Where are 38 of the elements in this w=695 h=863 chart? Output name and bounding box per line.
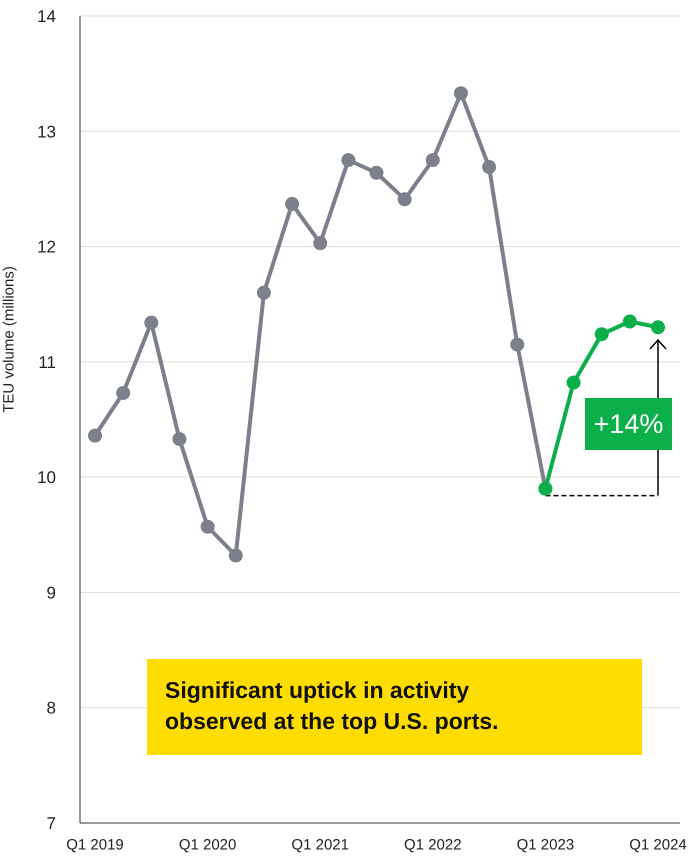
point xyxy=(88,428,102,443)
annotation: Significant uptick in activity observed at the top U.S. ports. xyxy=(165,676,500,736)
point xyxy=(594,327,609,342)
point xyxy=(144,316,158,330)
y-tick-label: 11 xyxy=(38,352,56,372)
x-tick-label: Q1 2024 xyxy=(629,836,687,854)
point xyxy=(116,386,130,400)
point xyxy=(256,286,271,300)
point xyxy=(370,166,384,180)
point xyxy=(622,314,637,329)
y-tick-label: 7 xyxy=(46,814,56,834)
y-axis-title: TEU volume (millions) xyxy=(0,266,18,413)
point xyxy=(228,548,243,563)
point xyxy=(200,520,215,534)
point xyxy=(566,376,581,390)
y-tick-label: 8 xyxy=(46,698,56,718)
x-tick-label: Q1 2021 xyxy=(291,836,349,854)
point xyxy=(510,338,524,352)
point xyxy=(313,236,328,250)
y-tick-label: 9 xyxy=(46,583,56,602)
x-tick-label: Q1 2019 xyxy=(66,836,124,854)
y-tick-label: 10 xyxy=(37,468,56,488)
point xyxy=(651,320,665,334)
x-tick-label: Q1 2023 xyxy=(516,836,574,854)
point xyxy=(398,192,412,206)
point xyxy=(341,153,356,168)
y-tick-label: 13 xyxy=(37,122,56,142)
y-tick-label: 12 xyxy=(37,238,56,257)
label-box: +14% xyxy=(585,398,672,450)
callout-box: Significant uptick in activity observed at the top U.S. ports. xyxy=(147,659,642,755)
x-tick-label: Q1 2022 xyxy=(404,836,462,854)
y-tick-label: 14 xyxy=(37,7,56,26)
point xyxy=(285,196,300,211)
point xyxy=(172,432,186,446)
point xyxy=(482,160,496,174)
x-tick-label: Q1 2020 xyxy=(178,836,236,854)
point xyxy=(454,86,468,100)
point xyxy=(426,153,440,168)
